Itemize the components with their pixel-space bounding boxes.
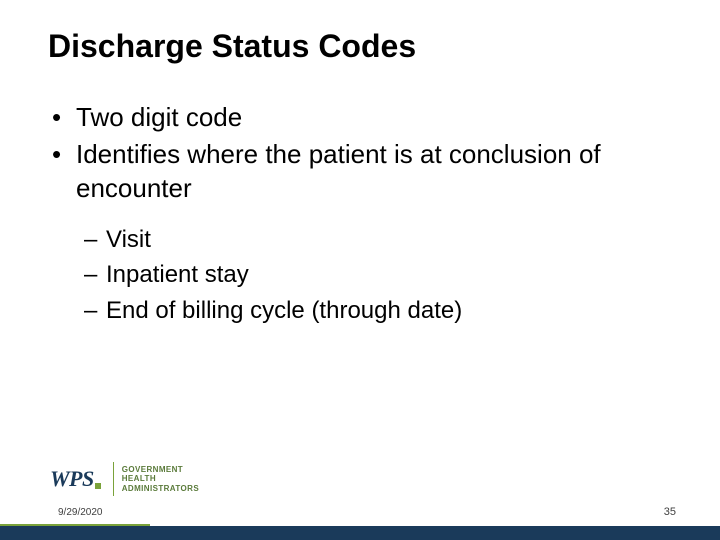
- logo-mark: WPS: [50, 466, 107, 492]
- logo-sub-line: HEALTH: [122, 474, 156, 483]
- logo-mark-text: WPS: [50, 466, 94, 491]
- bullet-level2: Visit: [48, 223, 672, 257]
- wps-logo: WPS GOVERNMENT HEALTH ADMINISTRATORS: [50, 462, 199, 496]
- spacer: [48, 209, 672, 223]
- bullet-level2: Inpatient stay: [48, 258, 672, 292]
- logo-divider: [113, 462, 114, 496]
- footer-date: 9/29/2020: [58, 507, 103, 518]
- slide: Discharge Status Codes Two digit code Id…: [0, 0, 720, 540]
- logo-subtext: GOVERNMENT HEALTH ADMINISTRATORS: [122, 465, 199, 493]
- logo-dot-icon: [95, 483, 101, 489]
- bullet-level2: End of billing cycle (through date): [48, 294, 672, 328]
- bullet-level1: Two digit code: [48, 101, 672, 134]
- page-number: 35: [664, 506, 676, 518]
- slide-title: Discharge Status Codes: [48, 28, 672, 65]
- footer-bar: [0, 526, 720, 540]
- logo-sub-line: ADMINISTRATORS: [122, 484, 199, 493]
- slide-footer: WPS GOVERNMENT HEALTH ADMINISTRATORS 9/2…: [0, 444, 720, 540]
- bullet-level1: Identifies where the patient is at concl…: [48, 138, 672, 205]
- logo-sub-line: GOVERNMENT: [122, 465, 183, 474]
